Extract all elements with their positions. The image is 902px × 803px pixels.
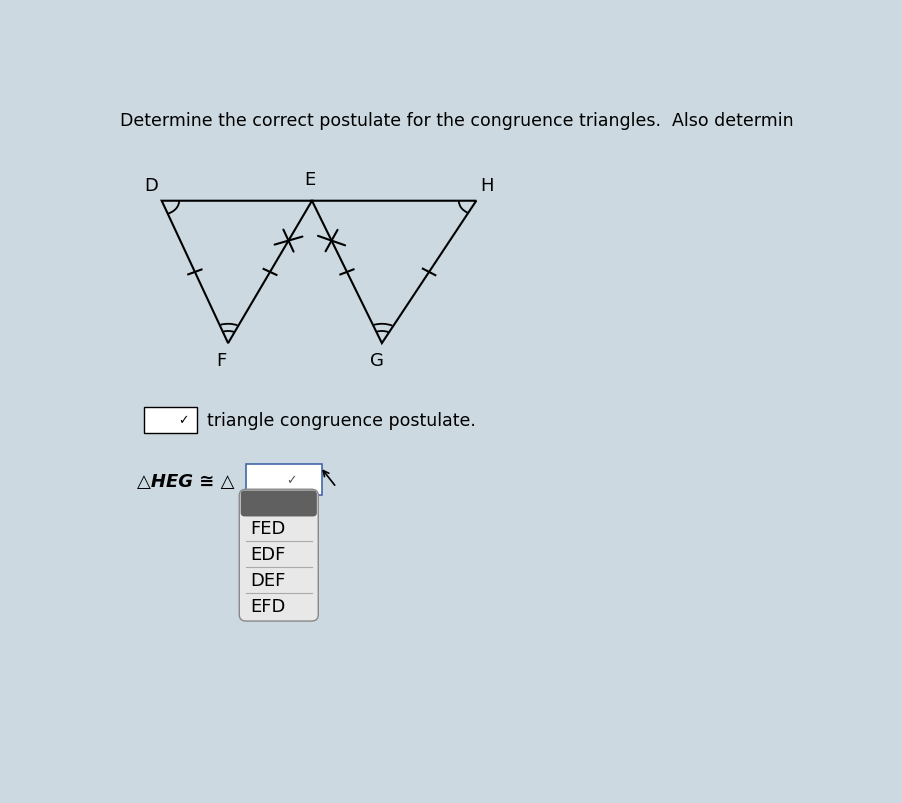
Text: EFD: EFD xyxy=(250,597,285,615)
FancyBboxPatch shape xyxy=(241,491,317,517)
Text: D: D xyxy=(144,177,158,195)
Text: Determine the correct postulate for the congruence triangles.  Also determin: Determine the correct postulate for the … xyxy=(120,112,794,130)
Bar xyxy=(144,407,197,434)
Text: H: H xyxy=(480,177,493,195)
FancyBboxPatch shape xyxy=(246,465,322,495)
Text: ✓: ✓ xyxy=(179,414,189,427)
Text: ✓: ✓ xyxy=(286,474,296,487)
Text: F: F xyxy=(216,352,226,370)
Text: △HEG ≅ △: △HEG ≅ △ xyxy=(137,472,235,490)
Text: triangle congruence postulate.: triangle congruence postulate. xyxy=(207,411,476,430)
Text: FED: FED xyxy=(250,520,285,537)
Text: E: E xyxy=(304,171,316,189)
Text: G: G xyxy=(370,352,384,370)
Text: DEF: DEF xyxy=(250,571,285,589)
FancyBboxPatch shape xyxy=(239,490,318,622)
Text: EDF: EDF xyxy=(250,545,285,563)
